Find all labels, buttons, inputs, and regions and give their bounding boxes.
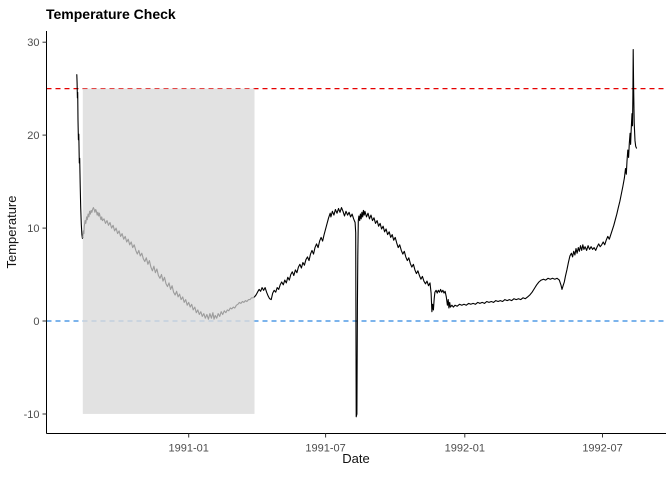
x-tick-label: 1991-07 [305, 443, 345, 455]
y-tick-label: -10 [24, 409, 40, 421]
y-tick-label: 30 [27, 37, 39, 49]
chart-title: Temperature Check [46, 6, 176, 22]
temperature-before-window-line [76, 74, 84, 239]
y-axis-title: Temperature [4, 195, 19, 269]
highlight-window [82, 88, 255, 414]
x-tick-label: 1992-07 [582, 443, 622, 455]
x-tick-label: 1992-01 [445, 443, 485, 455]
y-tick-label: 20 [27, 130, 39, 142]
y-tick-label: 10 [27, 223, 39, 235]
x-tick-label: 1991-01 [169, 443, 209, 455]
y-tick-label: 0 [33, 316, 39, 328]
x-axis-title: Date [342, 451, 370, 466]
temperature-window-line [82, 207, 256, 320]
temperature-after-window-line [253, 49, 638, 418]
